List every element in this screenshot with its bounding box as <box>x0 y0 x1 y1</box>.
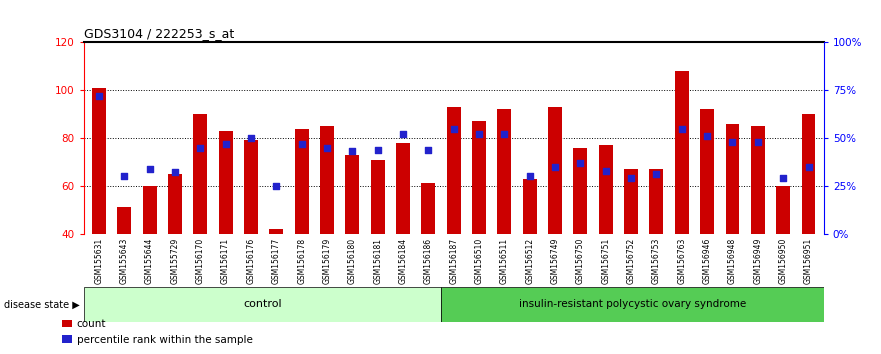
Bar <box>143 186 157 234</box>
Text: GSM156510: GSM156510 <box>475 238 484 284</box>
Bar <box>270 229 284 234</box>
FancyBboxPatch shape <box>84 287 441 322</box>
Text: GSM156951: GSM156951 <box>804 238 813 284</box>
Point <box>168 170 182 175</box>
Text: GSM156179: GSM156179 <box>322 238 331 284</box>
Point <box>345 149 359 154</box>
Bar <box>371 160 385 234</box>
Text: GSM156751: GSM156751 <box>601 238 611 284</box>
Text: GSM156511: GSM156511 <box>500 238 509 284</box>
Bar <box>700 109 714 234</box>
Bar <box>168 174 181 234</box>
Legend: count, percentile rank within the sample: count, percentile rank within the sample <box>58 315 257 349</box>
Text: GDS3104 / 222253_s_at: GDS3104 / 222253_s_at <box>84 27 234 40</box>
Text: GSM156512: GSM156512 <box>525 238 534 284</box>
Text: GSM156170: GSM156170 <box>196 238 204 284</box>
Point <box>700 133 714 139</box>
Bar <box>498 109 511 234</box>
Bar <box>244 141 258 234</box>
Bar <box>294 129 308 234</box>
Text: GSM156763: GSM156763 <box>677 238 686 284</box>
Point <box>244 135 258 141</box>
Bar <box>776 186 790 234</box>
Bar <box>751 126 765 234</box>
Text: GSM155643: GSM155643 <box>120 238 129 284</box>
Point <box>117 173 131 179</box>
Point <box>776 175 790 181</box>
Bar <box>218 131 233 234</box>
Point <box>218 141 233 147</box>
Point <box>675 126 689 131</box>
Bar <box>345 155 359 234</box>
Bar <box>522 179 537 234</box>
Point <box>320 145 334 150</box>
Text: GSM156753: GSM156753 <box>652 238 661 284</box>
Bar <box>726 124 739 234</box>
Point <box>270 183 284 189</box>
Point <box>193 145 207 150</box>
Bar <box>447 107 461 234</box>
Bar <box>675 71 689 234</box>
Text: GSM156176: GSM156176 <box>247 238 255 284</box>
Bar <box>472 121 486 234</box>
Point <box>472 131 486 137</box>
Text: insulin-resistant polycystic ovary syndrome: insulin-resistant polycystic ovary syndr… <box>519 299 746 309</box>
Text: GSM156178: GSM156178 <box>297 238 307 284</box>
Bar <box>320 126 334 234</box>
Text: GSM156180: GSM156180 <box>348 238 357 284</box>
Point <box>92 93 106 99</box>
Bar <box>421 183 435 234</box>
Text: GSM156177: GSM156177 <box>272 238 281 284</box>
Point <box>447 126 461 131</box>
Point <box>725 139 739 145</box>
Text: disease state ▶: disease state ▶ <box>4 299 80 309</box>
Bar <box>624 169 638 234</box>
Text: GSM156946: GSM156946 <box>703 238 712 284</box>
Bar <box>193 114 207 234</box>
Bar <box>548 107 562 234</box>
Point <box>649 172 663 177</box>
Point <box>498 131 512 137</box>
Point <box>522 173 537 179</box>
Point <box>294 141 308 147</box>
Bar <box>117 207 131 234</box>
Text: GSM156184: GSM156184 <box>398 238 408 284</box>
Point <box>548 164 562 170</box>
Text: GSM156750: GSM156750 <box>576 238 585 284</box>
Text: GSM156752: GSM156752 <box>626 238 635 284</box>
Text: GSM156171: GSM156171 <box>221 238 230 284</box>
Bar <box>92 88 106 234</box>
Text: GSM156187: GSM156187 <box>449 238 458 284</box>
Text: control: control <box>243 299 282 309</box>
FancyBboxPatch shape <box>441 287 824 322</box>
Point <box>421 147 435 152</box>
Point <box>802 164 816 170</box>
Bar <box>574 148 588 234</box>
Point <box>624 175 638 181</box>
Text: GSM156186: GSM156186 <box>424 238 433 284</box>
Point <box>371 147 385 152</box>
Text: GSM155644: GSM155644 <box>145 238 154 284</box>
Point <box>751 139 765 145</box>
Bar <box>802 114 816 234</box>
Text: GSM156948: GSM156948 <box>728 238 737 284</box>
Text: GSM155631: GSM155631 <box>94 238 103 284</box>
Text: GSM156950: GSM156950 <box>779 238 788 284</box>
Point <box>143 166 157 171</box>
Bar <box>599 145 613 234</box>
Point <box>396 131 410 137</box>
Bar <box>649 169 663 234</box>
Text: GSM156949: GSM156949 <box>753 238 762 284</box>
Text: GSM156749: GSM156749 <box>551 238 559 284</box>
Point <box>599 168 613 173</box>
Bar <box>396 143 410 234</box>
Text: GSM156181: GSM156181 <box>374 238 382 284</box>
Text: GSM155729: GSM155729 <box>170 238 180 284</box>
Point <box>574 160 588 166</box>
